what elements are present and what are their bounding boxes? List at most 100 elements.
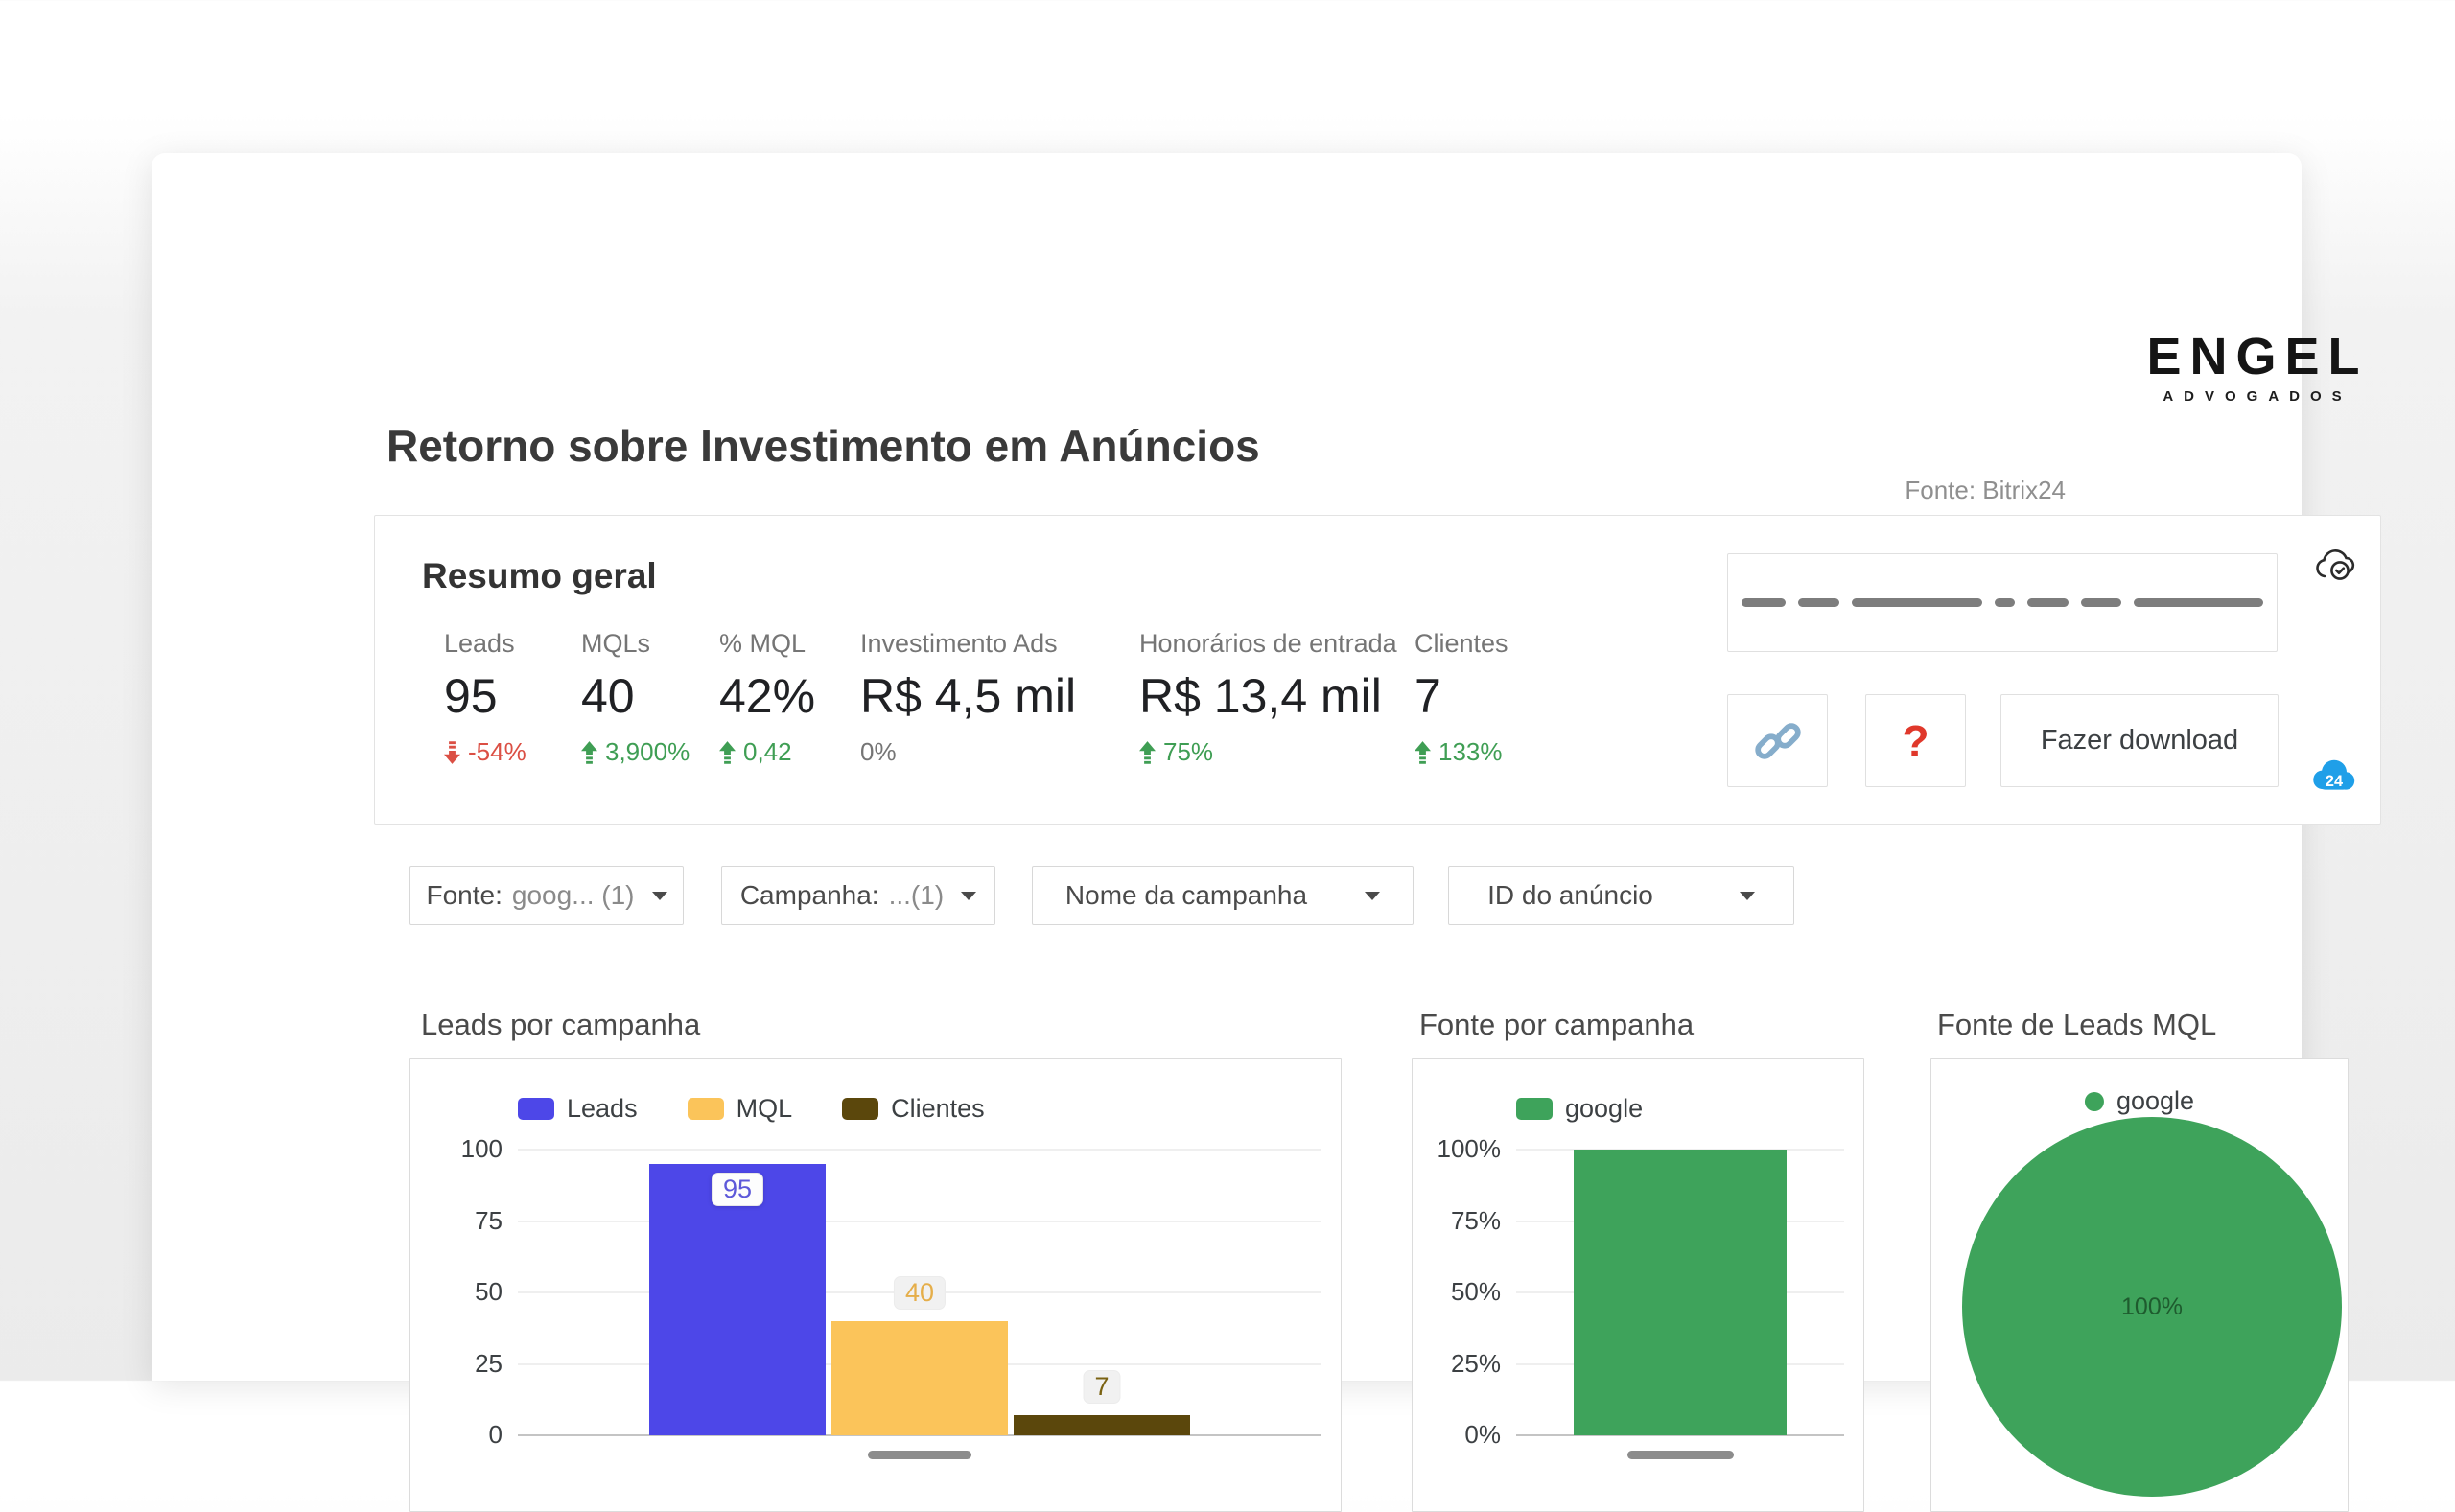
legend-item-leads: Leads	[518, 1094, 638, 1124]
filter-campanha-dropdown[interactable]: Campanha: ...(1)	[721, 866, 995, 925]
kpi-delta: 0%	[860, 737, 1076, 767]
filter-fonte-dropdown[interactable]: Fonte: goog... (1)	[409, 866, 684, 925]
chart-title-fonte-de-leads-mql: Fonte de Leads MQL	[1937, 1008, 2217, 1041]
pie-chart-fonte-de-leads-mql: google 100%	[1930, 1058, 2349, 1512]
help-button[interactable]: ?	[1865, 694, 1966, 787]
legend-label: Clientes	[891, 1094, 985, 1123]
redacted-text	[2134, 598, 2263, 607]
legend-item-mql: MQL	[687, 1094, 793, 1124]
y-axis-tick-label: 75	[475, 1206, 503, 1235]
legend-swatch	[842, 1098, 879, 1120]
legend-swatch	[1516, 1098, 1553, 1120]
delta-arrow-icon	[719, 740, 736, 764]
kpi-pct-mql: % MQL 42% 0,42	[719, 629, 815, 767]
kpi-delta-value: 75%	[1163, 737, 1214, 766]
redacted-text	[1742, 598, 1786, 607]
chevron-down-icon	[651, 891, 667, 900]
legend-item-google: google	[1516, 1094, 1643, 1124]
pie-slice-google[interactable]: 100%	[1962, 1117, 2342, 1497]
y-axis-tick-label: 100%	[1437, 1134, 1502, 1163]
filter-value: ...(1)	[888, 880, 945, 910]
gridline	[518, 1149, 1321, 1151]
kpi-label: Honorários de entrada	[1139, 629, 1397, 658]
kpi-value: R$ 4,5 mil	[860, 669, 1077, 723]
legend-dot	[2084, 1091, 2104, 1111]
chevron-down-icon	[1365, 891, 1381, 900]
delta-arrow-icon	[581, 740, 597, 764]
bitrix24-icon[interactable]: 24	[2310, 756, 2358, 800]
svg-text:24: 24	[2326, 773, 2343, 790]
kpi-delta-value: 0,42	[743, 737, 792, 766]
kpi-delta-value: 3,900%	[605, 737, 690, 766]
redacted-text	[1995, 598, 2015, 607]
bar-clientes[interactable]: 7	[1014, 1370, 1190, 1435]
y-axis-tick-label: 50%	[1450, 1277, 1501, 1306]
chart-title-leads-por-campanha: Leads por campanha	[421, 1008, 701, 1041]
chart-legend: Leads MQL Clientes	[518, 1094, 985, 1124]
pie-slice-value-label: 100%	[2121, 1292, 2183, 1320]
copy-link-button[interactable]	[1727, 694, 1828, 787]
bar-mql[interactable]: 40	[831, 1276, 1008, 1435]
kpi-label: MQLs	[581, 629, 651, 658]
filter-value: goog... (1)	[511, 880, 635, 910]
chart-legend: google	[2084, 1086, 2194, 1116]
bar-chart-fonte-por-campanha: google 100% 75% 50% 25% 0%	[1412, 1058, 1864, 1512]
kpi-delta-value: -54%	[468, 737, 526, 766]
legend-item-google: google	[2084, 1086, 2194, 1116]
redacted-text	[2027, 598, 2069, 607]
y-axis-tick-label: 0	[488, 1420, 503, 1449]
redacted-x-axis-label	[1627, 1451, 1734, 1459]
redacted-text	[1852, 598, 1982, 607]
bar-value-label: 7	[1083, 1370, 1121, 1404]
summary-panel: Resumo geral Leads 95 -54% MQLs 40 3,900…	[374, 515, 2381, 825]
question-mark-icon: ?	[1902, 715, 1929, 766]
redacted-text	[2081, 598, 2121, 607]
gridline	[518, 1221, 1321, 1222]
kpi-label: Leads	[444, 629, 515, 658]
y-axis-tick-label: 50	[475, 1277, 503, 1306]
kpi-value: 42%	[719, 669, 816, 723]
redacted-x-axis-label	[868, 1451, 971, 1459]
dashboard-canvas: ENGEL ADVOGADOS Retorno sobre Investimen…	[374, 328, 2381, 1512]
filter-id-do-anuncio-dropdown[interactable]: ID do anúncio	[1448, 866, 1794, 925]
legend-swatch	[687, 1098, 724, 1120]
legend-label: Leads	[567, 1094, 638, 1123]
kpi-value: 95	[444, 669, 498, 723]
filter-nome-da-campanha-dropdown[interactable]: Nome da campanha	[1032, 866, 1414, 925]
logo-subtitle: ADVOGADOS	[2163, 388, 2352, 405]
y-axis-tick-label: 100	[460, 1134, 503, 1163]
bar-leads[interactable]: 95	[649, 1164, 826, 1435]
bar-google[interactable]	[1574, 1150, 1787, 1435]
legend-label: MQL	[736, 1094, 793, 1123]
filter-label: Campanha:	[739, 880, 879, 910]
chart-plot-area: 100% 75% 50% 25% 0%	[1438, 1134, 1844, 1449]
logo-wordmark: ENGEL	[2146, 328, 2369, 385]
legend-label: google	[1565, 1094, 1644, 1123]
link-icon	[1754, 722, 1801, 759]
kpi-value: R$ 13,4 mil	[1139, 669, 1382, 723]
redacted-text	[1798, 598, 1839, 607]
bar-chart-leads-por-campanha: Leads MQL Clientes 100 75 50 25 0 95 40 7	[409, 1058, 1342, 1512]
chart-plot-area: 100 75 50 25 0 95 40 7	[461, 1134, 1321, 1449]
kpi-delta: 133%	[1415, 737, 1508, 767]
bar-value-label: 40	[893, 1276, 947, 1310]
legend-swatch	[518, 1098, 554, 1120]
summary-title: Resumo geral	[422, 556, 657, 595]
y-axis-tick-label: 25%	[1450, 1349, 1501, 1378]
y-axis-tick-label: 75%	[1450, 1206, 1501, 1235]
delta-arrow-icon	[444, 740, 460, 764]
download-button[interactable]: Fazer download	[2000, 694, 2279, 787]
kpi-delta: -54%	[444, 737, 526, 767]
bar-value-label: 95	[711, 1173, 764, 1206]
page-title: Retorno sobre Investimento em Anúncios	[386, 421, 1260, 471]
kpi-value: 40	[581, 669, 635, 723]
chart-title-fonte-por-campanha: Fonte por campanha	[1419, 1008, 1695, 1041]
filter-label: Fonte:	[426, 880, 503, 910]
y-axis-tick-label: 25	[475, 1349, 503, 1378]
kpi-delta-value: 133%	[1438, 737, 1503, 766]
data-freshness-cloud-check-icon[interactable]	[2314, 549, 2356, 589]
filter-label: Nome da campanha	[1064, 880, 1308, 910]
kpi-honorarios: Honorários de entrada R$ 13,4 mil 75%	[1139, 629, 1397, 767]
kpi-delta: 75%	[1139, 737, 1397, 767]
legend-item-clientes: Clientes	[842, 1094, 985, 1124]
